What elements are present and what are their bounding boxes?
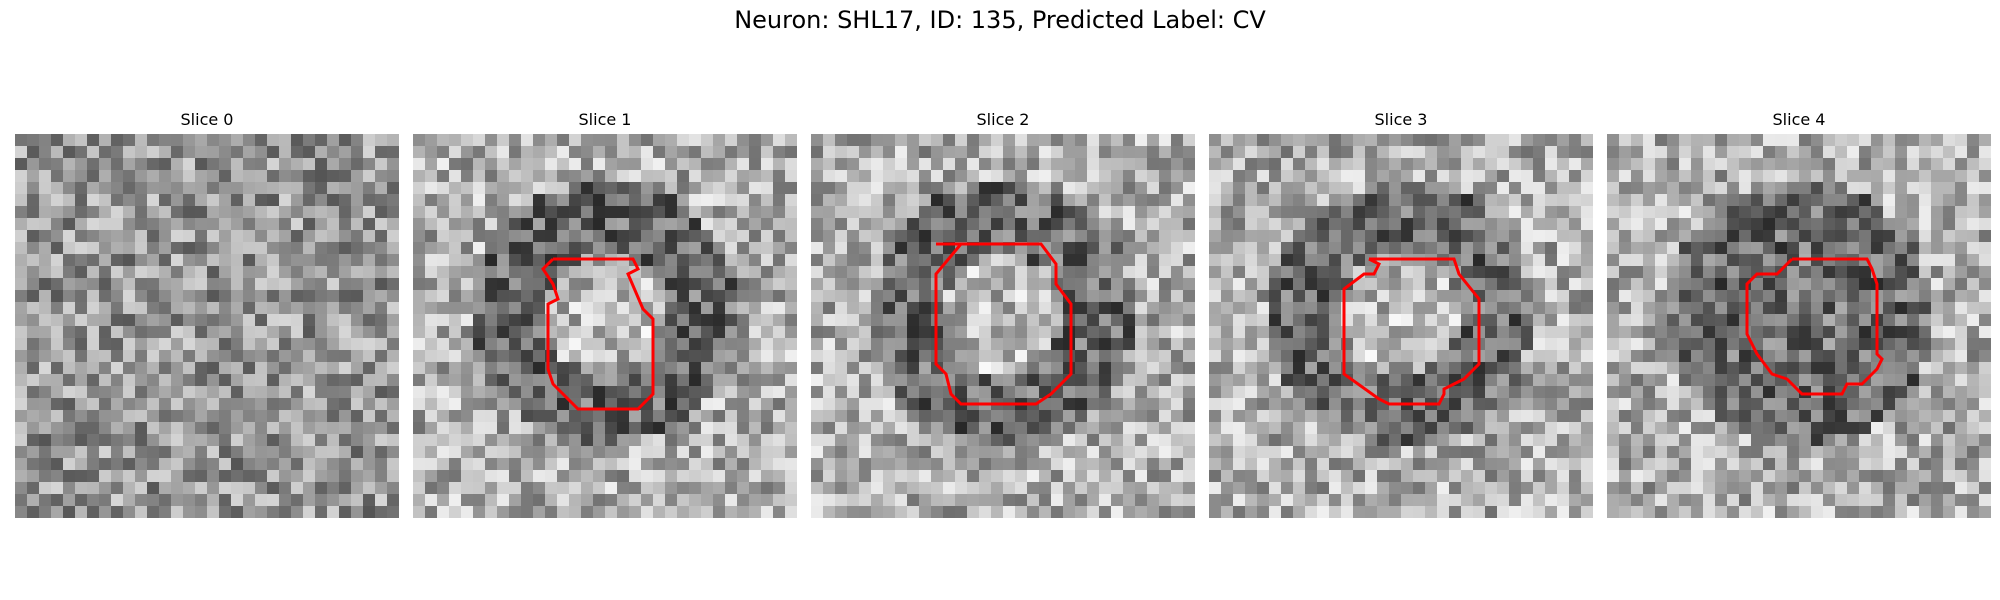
slice-panel-3: Slice 3 [1209, 106, 1593, 518]
slice-image [15, 134, 399, 518]
slice-panel-4: Slice 4 [1607, 106, 1991, 518]
slice-title: Slice 3 [1374, 110, 1428, 129]
slice-title: Slice 1 [578, 110, 632, 129]
roi-contour [934, 242, 1073, 406]
slice-panel-2: Slice 2 [811, 106, 1195, 518]
slice-title: Slice 2 [976, 110, 1030, 129]
roi-contour [1745, 257, 1884, 396]
roi-contour [541, 257, 655, 411]
slice-image [1209, 134, 1593, 518]
slice-title: Slice 0 [180, 110, 234, 129]
slice-image [413, 134, 797, 518]
figure-title: Neuron: SHL17, ID: 135, Predicted Label:… [734, 6, 1266, 34]
slice-panel-0: Slice 0 [15, 106, 399, 518]
slice-image [811, 134, 1195, 518]
slice-image [1607, 134, 1991, 518]
slice-panel-1: Slice 1 [413, 106, 797, 518]
slice-title: Slice 4 [1772, 110, 1826, 129]
roi-contour [1342, 257, 1481, 406]
